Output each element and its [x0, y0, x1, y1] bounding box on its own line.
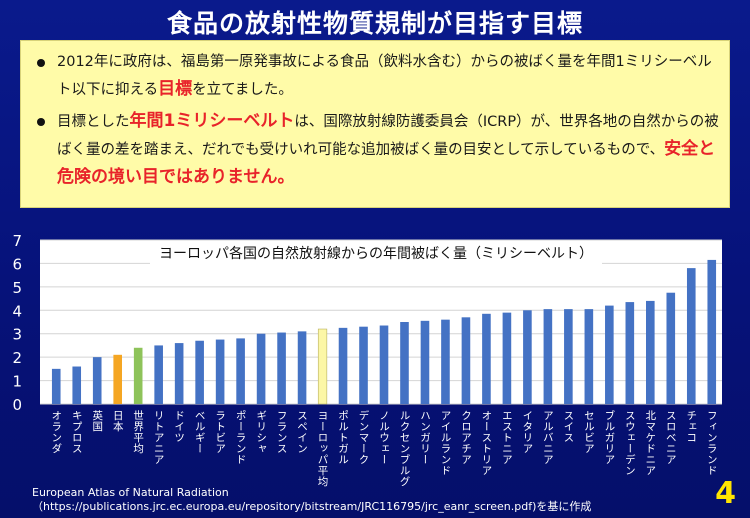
x-tick-label: オランダ [50, 410, 62, 454]
x-axis-labels: オランダ キプロス 英国 日本 世界平均 リトアニア ドイツ ベルギー ラトビア ポーランド ギリシ… [50, 409, 718, 487]
x-tick-label: ハンガリー [419, 410, 431, 465]
y-tick-label: 7 [12, 232, 22, 250]
x-tick-label: ノルウェー [378, 410, 390, 465]
x-tick-label: ラトビア [214, 410, 226, 454]
y-tick-label: 3 [12, 326, 22, 344]
y-tick-label: 6 [12, 255, 22, 273]
bar [195, 340, 204, 404]
x-tick-label: イタリア [521, 410, 533, 454]
bar [113, 354, 122, 404]
bar-chart: 0 1 2 3 4 5 6 7 オランダ キプロス 英国 日本 世界平均 リトアニア ドイツ ベルギー ラトビ… [12, 232, 722, 487]
chart-title-bg [150, 242, 602, 264]
source-line-2: （https://publications.jrc.ec.europa.eu/r… [32, 500, 592, 513]
bar [215, 339, 225, 404]
x-tick-label: アルバニア [542, 410, 554, 465]
x-tick-label: ギリシャ [255, 410, 267, 454]
bullet-1-text-end: を立てました。 [192, 82, 293, 98]
bar [92, 357, 102, 404]
x-tick-label: 世界平均 [132, 410, 144, 454]
x-tick-label: アイルランド [439, 410, 451, 476]
x-tick-label: リトアニア [153, 410, 165, 465]
slide-title: 食品の放射性物質規制が目指す目標 [166, 9, 583, 38]
x-tick-label: スウェーデン [624, 410, 636, 476]
note-box: 2012年に政府は、福島第一原発事故による食品（飲料水含む）からの被ばく量を年間… [20, 40, 730, 208]
bar [441, 319, 450, 404]
bar [605, 305, 614, 404]
source-line-1: European Atlas of Natural Radiation [32, 486, 229, 499]
x-tick-label: ベルギー [194, 410, 206, 454]
x-tick-label: キプロス [71, 410, 83, 454]
bullet-1-text: 2012年に政府は、福島第一原発事故による食品（飲料水含む）からの被ばく量を年間… [57, 54, 712, 98]
bar [400, 322, 409, 404]
bar [154, 345, 163, 404]
x-tick-label: オーストリア [480, 410, 492, 476]
bar [256, 333, 266, 404]
bar [174, 343, 184, 404]
x-tick-label: ドイツ [173, 410, 185, 443]
note-bullet-1: 2012年に政府は、福島第一原発事故による食品（飲料水含む）からの被ばく量を年間… [35, 49, 719, 104]
bar [51, 368, 61, 404]
x-tick-label: スイス [562, 410, 574, 443]
bar [297, 331, 307, 404]
bar [625, 302, 635, 404]
x-tick-label: セルビア [583, 410, 595, 454]
bars [51, 259, 717, 405]
y-tick-label: 0 [12, 396, 22, 414]
bar [133, 347, 143, 404]
x-tick-label: スロベニア [665, 410, 677, 465]
source-citation: European Atlas of Natural Radiation （htt… [32, 486, 591, 514]
bar [359, 326, 368, 404]
bullet-2-text: 目標とした [57, 114, 130, 130]
x-tick-label: ブルガリア [603, 409, 615, 465]
bar [564, 309, 573, 404]
bar [523, 310, 532, 404]
bullet-dot [37, 118, 45, 126]
bar [236, 338, 245, 404]
bullet-2-highlight-1: 年間1ミリシーベルト [129, 111, 295, 131]
bar [686, 268, 696, 404]
bullet-dot [37, 59, 45, 67]
x-tick-label: フィンランド [706, 410, 718, 476]
bullet-2-highlight-2: 安全と危険の境い目ではありません。 [57, 139, 716, 187]
x-tick-label: スペイン [296, 410, 308, 454]
chart-title: ヨーロッパ各国の自然放射線からの年間被ばく量（ミリシーベルト） [159, 245, 593, 262]
x-tick-label: ヨーロッパ平均 [317, 410, 329, 487]
bar [584, 309, 594, 404]
bar [338, 327, 348, 404]
note-bullet-2: 目標とした年間1ミリシーベルトは、国際放射線防護委員会（ICRP）が、世界各地の… [35, 108, 719, 192]
x-tick-label: フランス [276, 410, 288, 454]
x-tick-label: 英国 [91, 409, 103, 432]
x-tick-label: 日本 [112, 410, 124, 432]
y-tick-label: 1 [12, 373, 22, 391]
bullet-2-text-mid: は、国際放射線防護委員会（ICRP）が、世界各地の自然からの被ばく量の差を踏まえ… [57, 114, 719, 158]
x-tick-label: エストニア [501, 410, 513, 465]
x-tick-label: デンマーク [358, 409, 370, 465]
y-axis-ticks: 0 1 2 3 4 5 6 7 [12, 232, 22, 414]
bar [461, 317, 471, 404]
x-tick-label: チェコ [685, 410, 697, 443]
x-tick-label: ポーランド [235, 410, 247, 465]
x-tick-label: ポルトガル [337, 410, 349, 465]
bar [707, 259, 717, 404]
page-number: 4 [715, 476, 736, 511]
bar [420, 320, 430, 404]
x-tick-label: 北マケドニア [644, 410, 656, 476]
bar [317, 328, 328, 405]
bullet-1-highlight: 目標 [158, 79, 193, 99]
y-tick-label: 4 [12, 302, 22, 320]
y-tick-label: 2 [12, 349, 22, 367]
bar [646, 300, 655, 404]
bar [666, 292, 676, 404]
bar [379, 325, 389, 404]
y-tick-label: 5 [12, 279, 22, 297]
bar [502, 312, 512, 404]
bar [482, 313, 491, 404]
x-tick-label: クロアチア [460, 410, 472, 465]
bar [543, 309, 553, 404]
bar [277, 332, 286, 404]
x-tick-label: ルクセンブルグ [398, 410, 410, 487]
bar [72, 366, 82, 404]
